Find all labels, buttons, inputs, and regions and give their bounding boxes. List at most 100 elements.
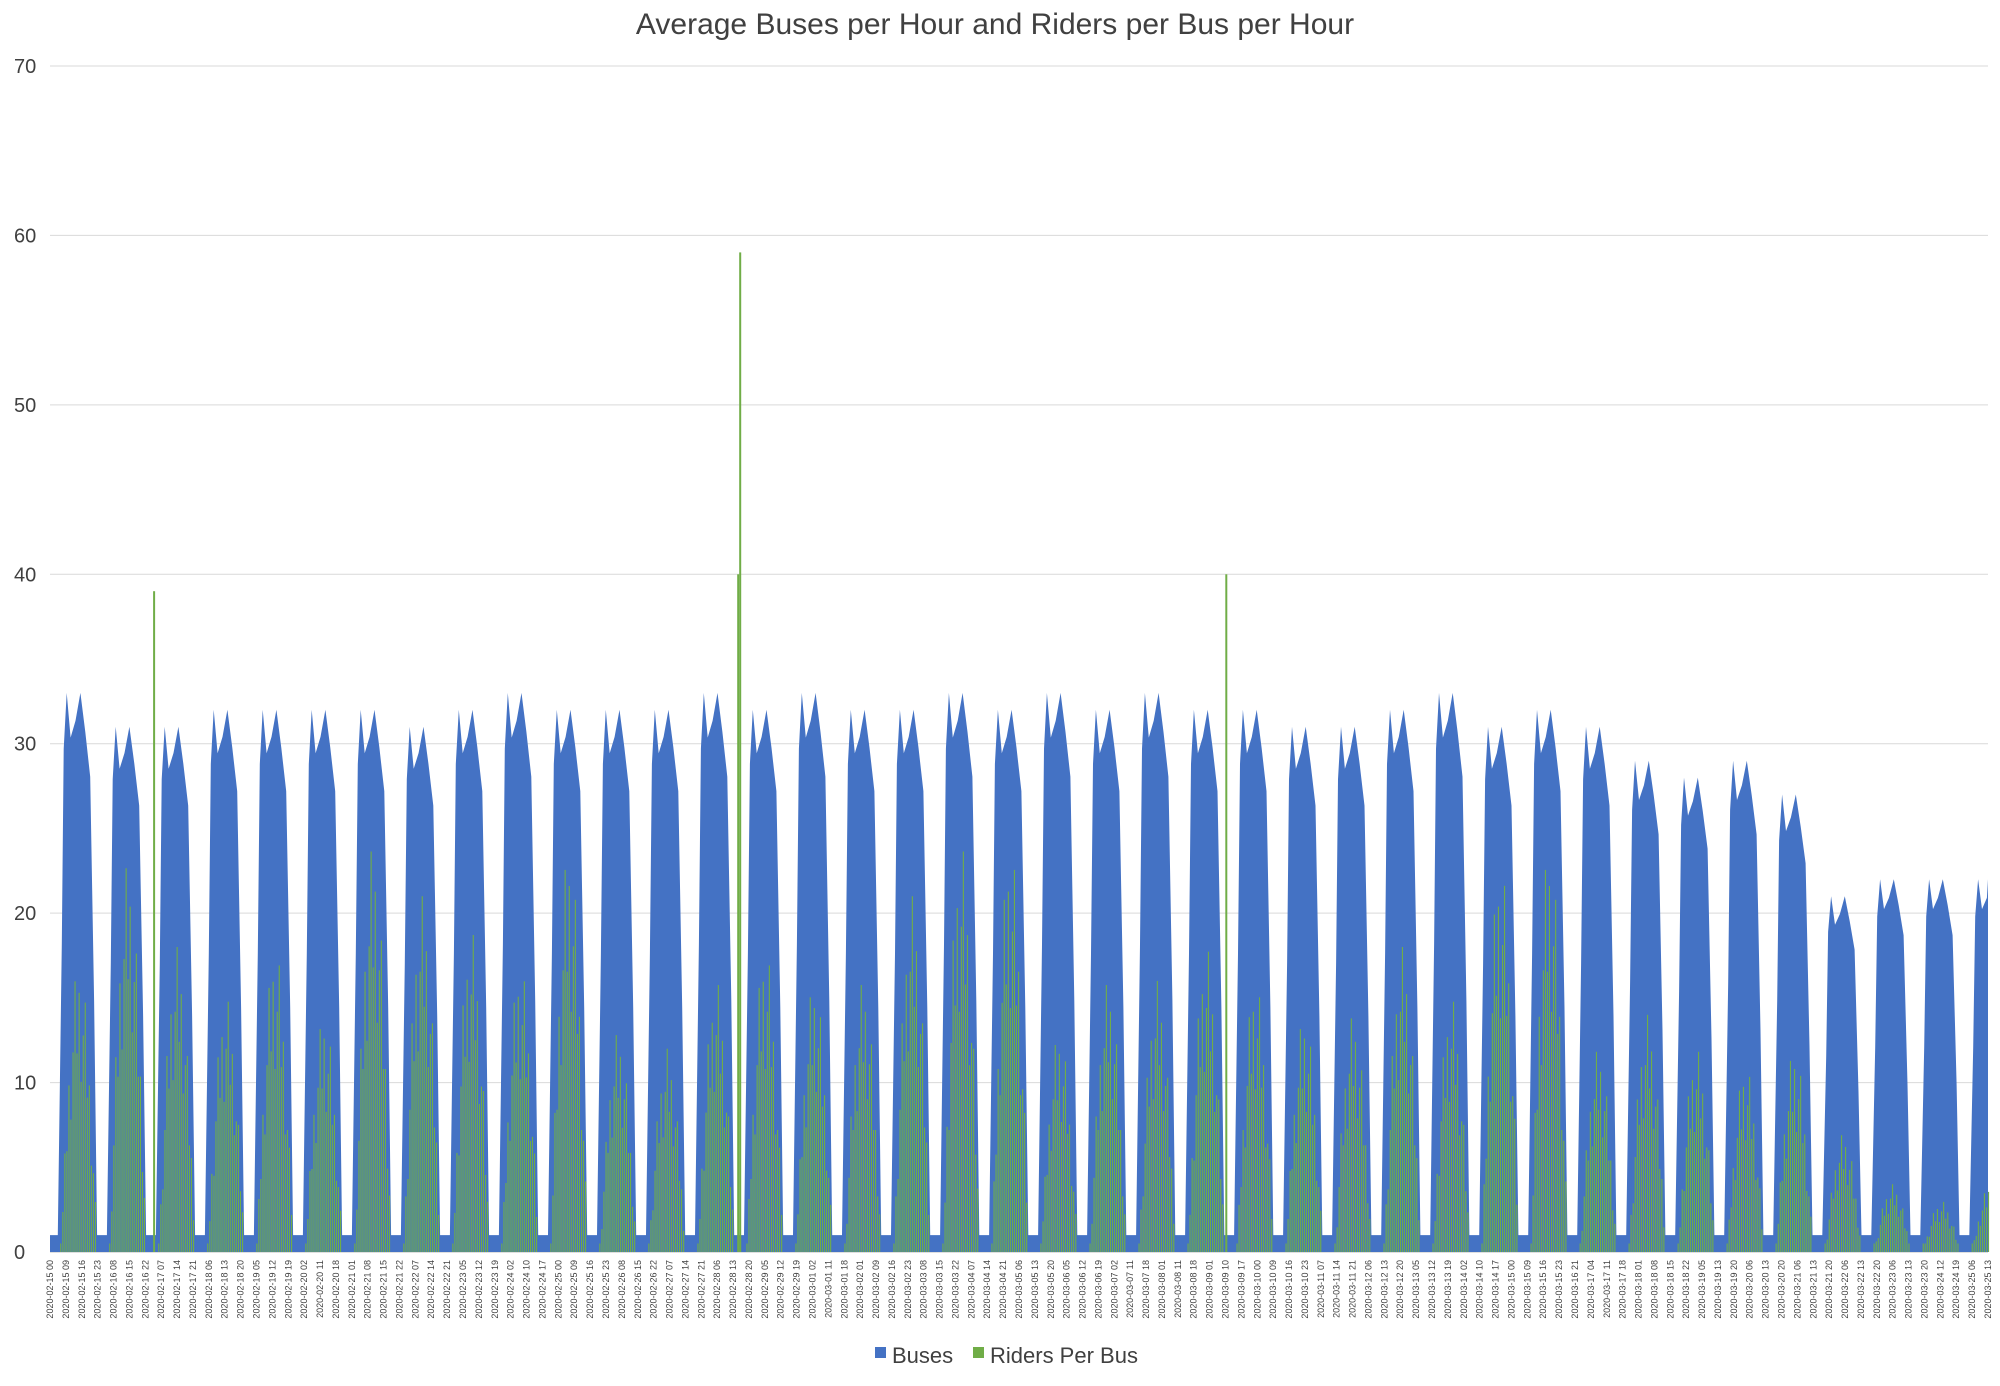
- riders-bar: [1900, 1210, 1902, 1252]
- riders-bar: [1849, 1169, 1851, 1252]
- x-tick-label: 2020-02-23 19: [490, 1260, 500, 1319]
- riders-bar: [1561, 1130, 1563, 1252]
- riders-bar: [313, 1114, 315, 1252]
- riders-bar: [726, 1112, 728, 1252]
- riders-bar: [423, 1006, 425, 1252]
- riders-bar: [1109, 1011, 1111, 1252]
- riders-bar: [1663, 1227, 1665, 1252]
- riders-bar: [1099, 1065, 1101, 1252]
- riders-bar: [1338, 1187, 1340, 1252]
- riders-bar: [964, 984, 966, 1252]
- riders-bar: [581, 1130, 583, 1252]
- riders-bar: [1749, 1076, 1751, 1252]
- riders-bar: [1810, 1216, 1812, 1252]
- riders-bar: [713, 1091, 715, 1252]
- riders-bar: [1510, 1101, 1512, 1252]
- riders-bar: [121, 1049, 123, 1252]
- riders-bar: [178, 1041, 180, 1252]
- riders-bar: [1922, 1243, 1924, 1252]
- x-tick-label: 2020-03-11 21: [1348, 1260, 1358, 1318]
- riders-bar: [1698, 1051, 1700, 1252]
- riders-bar: [1651, 1051, 1653, 1252]
- riders-bar: [709, 1087, 711, 1252]
- riders-bar: [1250, 1073, 1252, 1252]
- riders-bar: [1254, 1089, 1256, 1252]
- riders-bar: [815, 1091, 817, 1252]
- riders-bar: [78, 992, 80, 1252]
- riders-bar: [335, 1180, 337, 1252]
- x-tick-label: 2020-02-20 02: [299, 1260, 309, 1319]
- riders-bar: [366, 1040, 368, 1252]
- legend: Buses Riders Per Bus: [875, 1343, 1138, 1368]
- riders-bar: [143, 1197, 145, 1252]
- riders-bar: [1436, 1173, 1438, 1252]
- x-tick-label: 2020-02-15 23: [93, 1260, 103, 1319]
- riders-bar: [1939, 1222, 1941, 1252]
- riders-bar: [1506, 1015, 1508, 1252]
- riders-bar: [1832, 1198, 1834, 1252]
- riders-bar: [762, 981, 764, 1252]
- riders-bar: [487, 1201, 489, 1252]
- riders-bar: [954, 1005, 956, 1252]
- riders-bar: [1187, 1243, 1189, 1252]
- riders-bar: [928, 1214, 930, 1252]
- riders-bar: [84, 1002, 86, 1252]
- riders-bar: [917, 1067, 919, 1252]
- y-tick-label: 60: [14, 225, 36, 247]
- x-tick-label: 2020-02-26 08: [617, 1260, 627, 1319]
- riders-bar: [1728, 1219, 1730, 1252]
- legend-label-buses: Buses: [892, 1343, 953, 1368]
- x-tick-label: 2020-02-27 07: [665, 1260, 675, 1319]
- x-tick-label: 2020-02-28 13: [728, 1260, 738, 1319]
- x-tick-label: 2020-03-10 23: [1300, 1260, 1310, 1319]
- riders-bar: [1336, 1227, 1338, 1252]
- riders-bar: [1704, 1158, 1706, 1252]
- riders-bar: [952, 940, 954, 1252]
- y-tick-label: 10: [14, 1073, 36, 1095]
- riders-bar: [1600, 1071, 1602, 1252]
- riders-bar: [1122, 1196, 1124, 1252]
- riders-bar: [1393, 1088, 1395, 1252]
- riders-bar: [1116, 1044, 1118, 1252]
- riders-bar: [1403, 1041, 1405, 1252]
- riders-bar: [1847, 1185, 1849, 1252]
- riders-bar: [895, 1196, 897, 1252]
- riders-bar: [360, 1048, 362, 1252]
- riders-bar: [674, 1127, 676, 1252]
- riders-bar: [756, 1065, 758, 1252]
- riders-bar: [850, 1116, 852, 1252]
- riders-bar: [1726, 1243, 1728, 1252]
- x-tick-label: 2020-03-12 20: [1395, 1260, 1405, 1319]
- riders-bar: [711, 1022, 713, 1252]
- x-tick-label: 2020-03-21 06: [1792, 1260, 1802, 1319]
- riders-bar: [1071, 1185, 1073, 1252]
- riders-bar: [139, 1076, 141, 1252]
- riders-bar: [531, 1136, 533, 1252]
- riders-bar: [1263, 1065, 1265, 1252]
- riders-bar: [752, 1114, 754, 1252]
- riders-bar: [190, 1158, 192, 1252]
- riders-bar: [227, 1001, 229, 1252]
- riders-bar: [242, 1212, 244, 1252]
- riders-bar: [1022, 1089, 1024, 1252]
- riders-bar: [1465, 1191, 1467, 1252]
- riders-bar: [903, 1061, 905, 1252]
- riders-bar: [460, 1086, 462, 1252]
- riders-bar: [1146, 1077, 1148, 1252]
- riders-bar: [225, 1048, 227, 1252]
- riders-bar: [231, 1053, 233, 1252]
- riders-bar: [1986, 1207, 1988, 1252]
- riders-bar: [1095, 1116, 1097, 1252]
- x-tick-label: 2020-02-23 05: [458, 1260, 468, 1319]
- riders-bar: [1442, 1057, 1444, 1252]
- riders-bar: [160, 1204, 162, 1252]
- riders-bar: [697, 1243, 699, 1252]
- legend-swatch-riders-per-bus: [973, 1347, 984, 1358]
- riders-bar: [617, 1097, 619, 1252]
- riders-bar: [1365, 1145, 1367, 1252]
- riders-bar: [707, 1044, 709, 1252]
- riders-bar: [1026, 1202, 1028, 1252]
- riders-bar: [207, 1243, 209, 1252]
- riders-bar: [223, 1101, 225, 1252]
- riders-bar: [221, 1037, 223, 1252]
